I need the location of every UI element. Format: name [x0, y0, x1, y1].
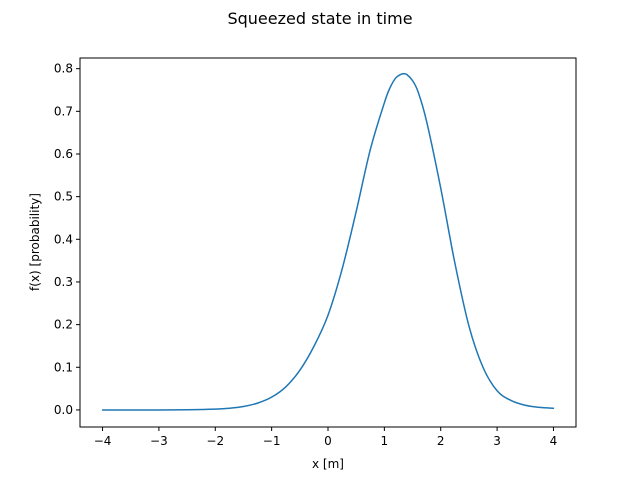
y-tick-label: 0.8	[54, 62, 73, 76]
x-tick-label: 1	[381, 434, 389, 448]
y-tick-label: 0.4	[54, 232, 73, 246]
y-tick-label: 0.7	[54, 104, 73, 118]
x-tick-label: 4	[550, 434, 558, 448]
x-tick-label: 0	[324, 434, 332, 448]
y-tick-label: 0.1	[54, 360, 73, 374]
y-axis: 0.0 0.1 0.2 0.3 0.4 0.5 0.6 0.7 0.8	[54, 62, 80, 417]
x-tick-label: 3	[493, 434, 501, 448]
x-tick-label: 2	[437, 434, 445, 448]
y-tick-label: 0.6	[54, 147, 73, 161]
series-line-0	[101, 72, 555, 411]
y-tick-label: 0.3	[54, 275, 73, 289]
series-layer	[101, 72, 555, 411]
y-tick-label: 0.5	[54, 190, 73, 204]
x-tick-label: −4	[94, 434, 112, 448]
chart-title: Squeezed state in time	[227, 9, 412, 28]
y-tick-label: 0.2	[54, 318, 73, 332]
y-axis-label: f(x) [probability]	[28, 193, 42, 291]
x-tick-label: −1	[263, 434, 281, 448]
x-tick-label: −3	[150, 434, 168, 448]
x-axis-label: x [m]	[312, 457, 344, 471]
x-tick-label: −2	[206, 434, 224, 448]
y-tick-label: 0.0	[54, 403, 73, 417]
axes-frame	[79, 57, 577, 428]
x-axis: −4 −3 −2 −1 0 1 2 3 4	[94, 427, 558, 448]
